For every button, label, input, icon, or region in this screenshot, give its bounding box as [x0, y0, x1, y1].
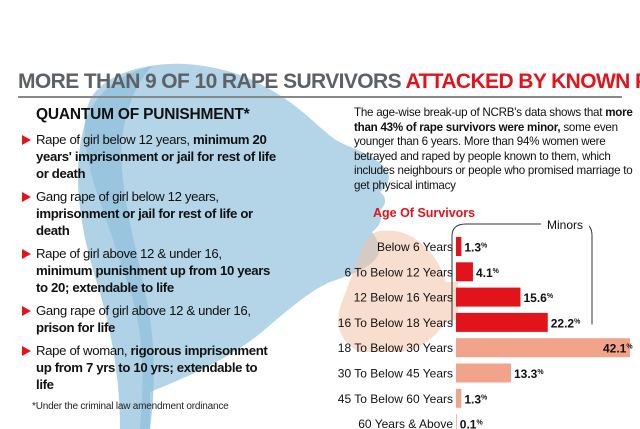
punishment-item: Rape of girl below 12 years, minimum 20 …	[22, 131, 277, 182]
punishment-item: Gang rape of girl below 12 years, impris…	[22, 188, 277, 239]
bar	[456, 287, 521, 307]
minors-label-bg	[541, 215, 589, 233]
punishment-item-lead: Rape of girl above 12 & under 16,	[36, 246, 222, 261]
headline-divider	[18, 96, 622, 98]
category-label: 60 Years & Above	[358, 417, 453, 429]
arrow-bullet-icon	[22, 346, 31, 356]
bar	[456, 414, 457, 429]
punishment-item-detail: prison for life	[36, 320, 116, 335]
bar	[456, 262, 473, 282]
punishment-item: Rape of woman, rigorous imprisonment up …	[22, 342, 277, 393]
value-label: 13.3%	[514, 367, 544, 381]
punishment-item: Rape of girl above 12 & under 16, minimu…	[22, 245, 277, 296]
arrow-bullet-icon	[22, 192, 31, 202]
category-label: 30 To Below 45 Years	[338, 367, 453, 381]
value-label: 22.2%	[551, 316, 581, 330]
punishment-item-detail: rigorous imprisonment up from 7 yrs to 1…	[36, 343, 268, 392]
punishment-panel: QUANTUM OF PUNISHMENT* Rape of girl belo…	[22, 100, 277, 412]
value-label: 1.3%	[464, 241, 488, 255]
intro-text-1: The age-wise break-up of NCRB's data sho…	[354, 106, 606, 119]
punishment-title: QUANTUM OF PUNISHMENT*	[36, 106, 250, 123]
category-label: 6 To Below 12 Years	[344, 265, 453, 279]
headline: MORE THAN 9 OF 10 RAPE SURVIVORS ATTACKE…	[18, 70, 640, 94]
punishment-item-lead: Rape of girl below 12 years,	[36, 132, 190, 147]
bar	[456, 388, 462, 408]
minors-bracket	[451, 223, 593, 325]
punishment-item-lead: Gang rape of girl below 12 years,	[36, 189, 219, 204]
value-label: 4.1%	[476, 266, 500, 280]
hand-silhouette	[338, 230, 458, 352]
bar	[456, 237, 462, 256]
punishment-item: Gang rape of girl above 12 & under 16, p…	[22, 302, 277, 336]
punishment-item-lead: Rape of woman,	[36, 343, 128, 358]
intro-text-2: some even younger than 6 years. More tha…	[354, 120, 633, 192]
arrow-bullet-icon	[22, 249, 31, 259]
punishment-item-detail: minimum 20 years' imprisonment or jail f…	[36, 132, 276, 181]
silhouette-hair	[77, 66, 154, 429]
headline-part1: MORE THAN 9 OF 10 RAPE SURVIVORS	[18, 70, 406, 93]
value-label: 15.6%	[523, 291, 553, 305]
bar	[456, 312, 548, 332]
category-label: 12 Below 16 Years	[354, 291, 453, 305]
headline-part2: ATTACKED BY KNOWN PEOPLE	[405, 70, 640, 93]
category-label: Below 6 Years	[377, 240, 453, 254]
intro-paragraph: The age-wise break-up of NCRB's data sho…	[354, 106, 634, 194]
category-label: 45 To Below 60 Years	[338, 392, 453, 406]
intro-text-bold: more than 43% of rape survivors were min…	[354, 106, 633, 134]
arrow-bullet-icon	[22, 306, 31, 316]
value-label: 42.1%	[603, 342, 633, 356]
category-label: 18 To Below 30 Years	[338, 341, 453, 355]
silhouette-shape	[84, 63, 389, 429]
punishment-item-detail: minimum punishment up from 10 years to 2…	[36, 263, 270, 295]
chart-title: Age Of Survivors	[373, 206, 475, 220]
punishment-item-lead: Gang rape of girl above 12 & under 16,	[36, 303, 251, 318]
category-label: 16 To Below 18 Years	[338, 316, 453, 330]
footnote: *Under the criminal law amendment ordina…	[32, 401, 229, 412]
minors-label: Minors	[547, 218, 583, 232]
bar	[456, 338, 630, 358]
bar	[456, 363, 511, 383]
value-label: 0.1%	[460, 418, 484, 429]
arrow-bullet-icon	[22, 135, 31, 145]
value-label: 1.3%	[464, 392, 488, 406]
punishment-item-detail: imprisonment or jail for rest of life or…	[36, 206, 253, 238]
